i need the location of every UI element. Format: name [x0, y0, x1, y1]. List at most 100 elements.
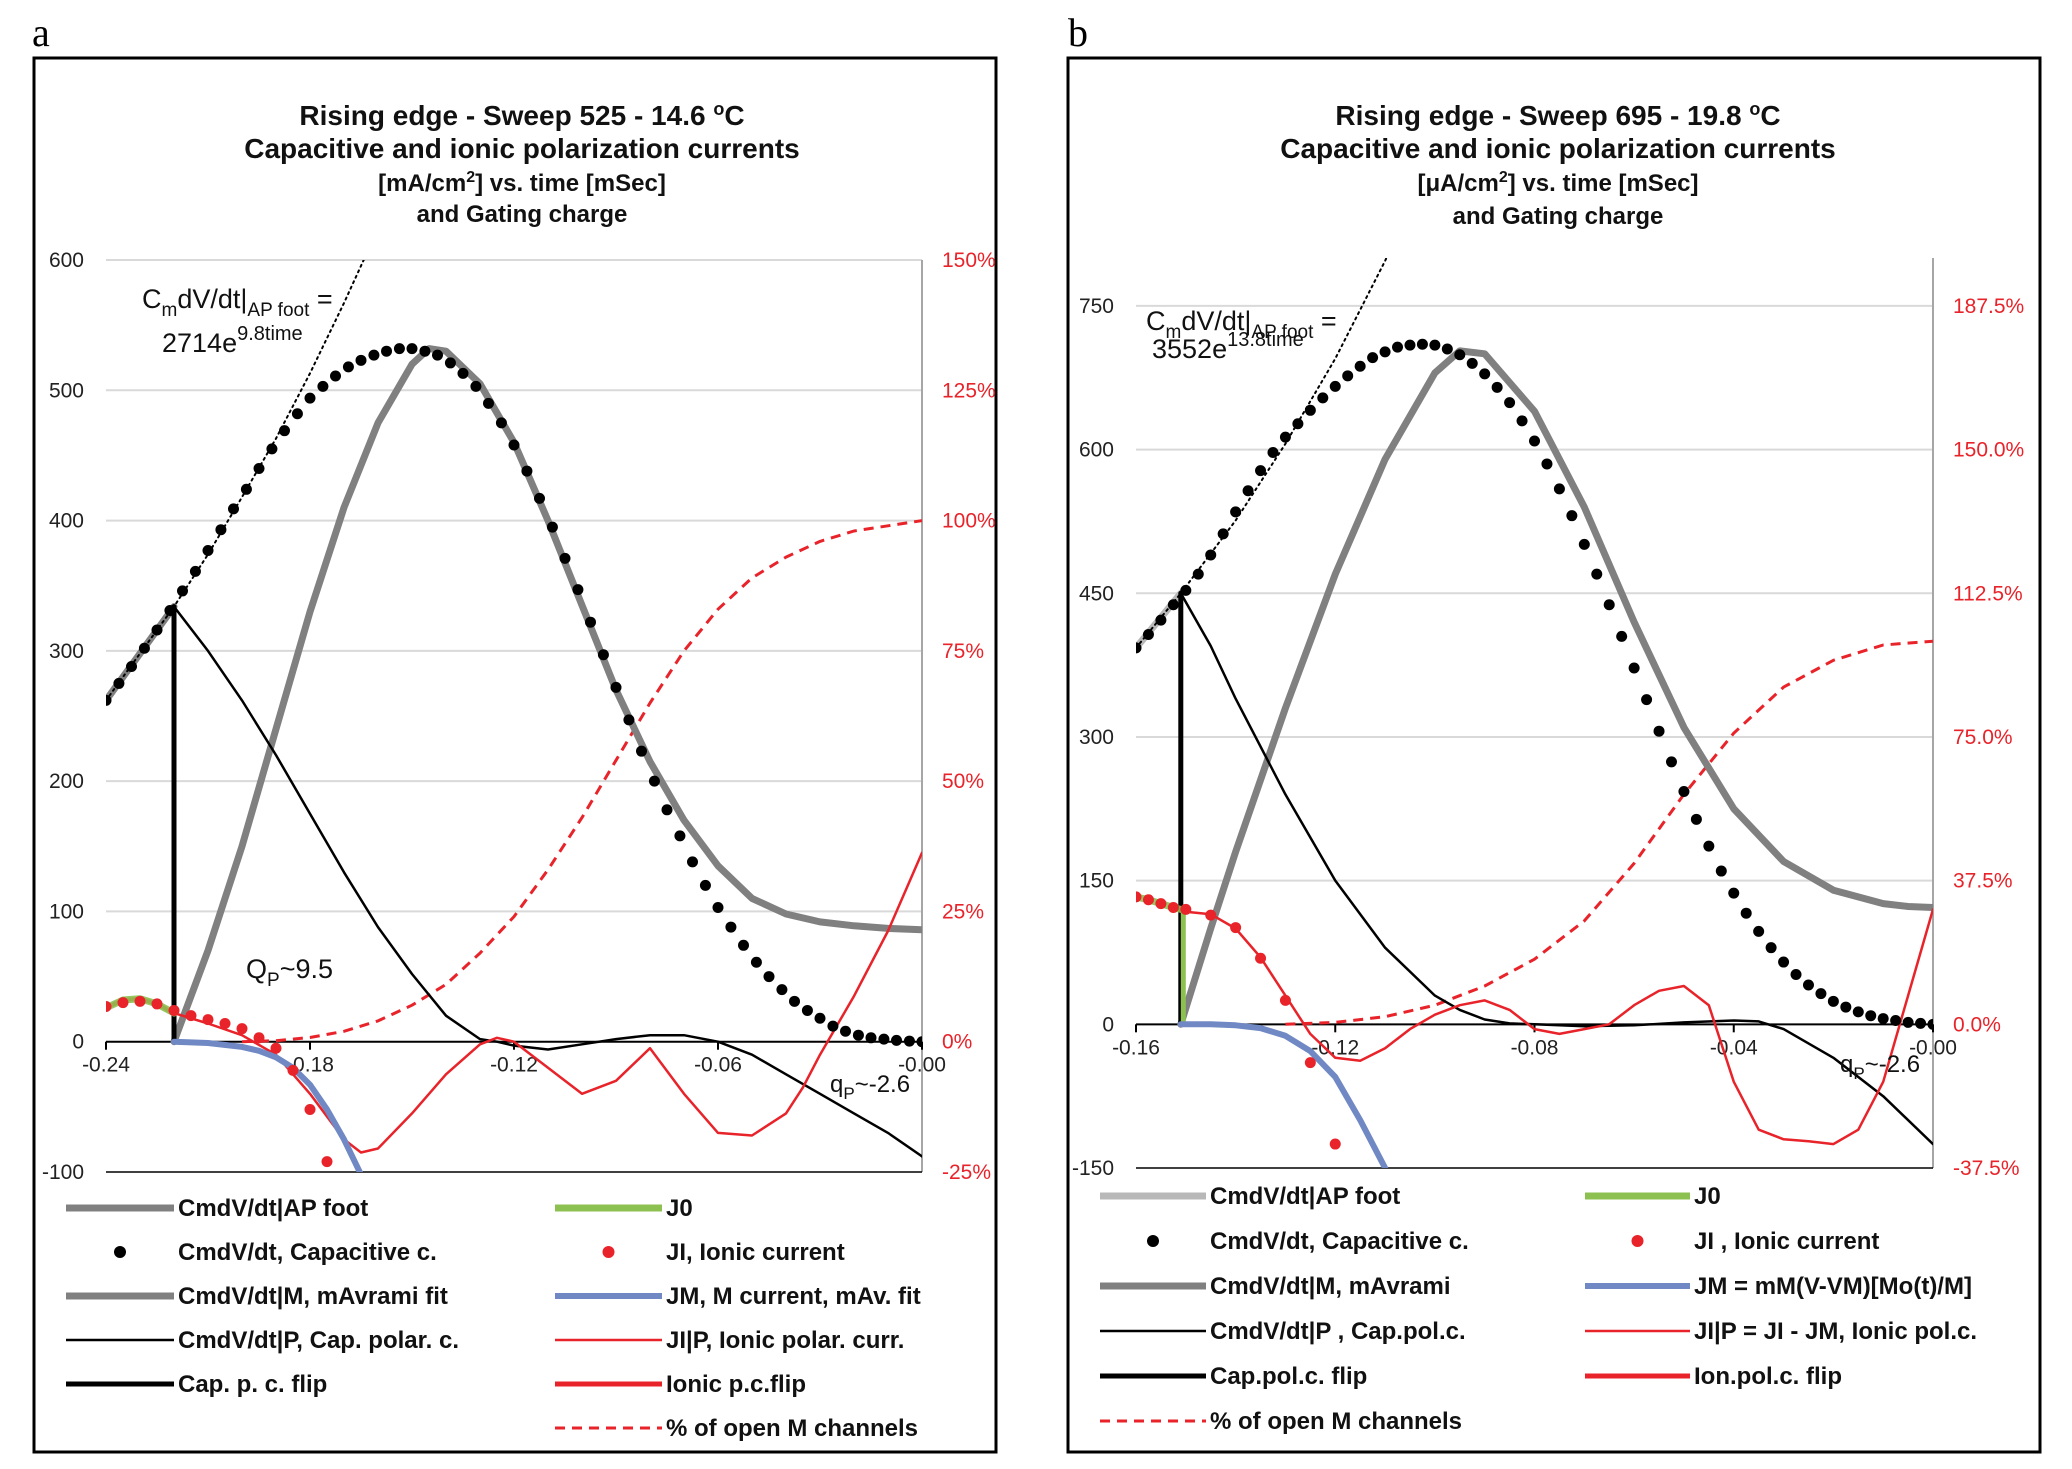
panel-a-title: Rising edge - Sweep 525 - 14.6 oC Capaci…: [244, 99, 799, 228]
series-m-current: [171, 1038, 364, 1172]
capacitive-dot: [521, 465, 533, 477]
capacitive-dot: [674, 830, 686, 842]
fit-b-sub2: AP foot: [1251, 322, 1314, 343]
svg-text:3552e13.8time: 3552e13.8time: [1152, 329, 1304, 364]
title-a-sup: o: [713, 99, 724, 119]
capacitive-dot: [215, 524, 227, 536]
capacitive-dot: [483, 397, 494, 409]
capacitive-dot: [1753, 925, 1765, 937]
capacitive-dot: [1267, 446, 1279, 458]
capacitive-dot: [1342, 370, 1354, 382]
capacitive-dot: [138, 642, 150, 654]
capacitive-dot: [1329, 380, 1341, 392]
capacitive-dot: [1553, 483, 1565, 495]
annotation-b-qp2: qP~-2.6: [1840, 1051, 1920, 1083]
capacitive-dot: [1242, 485, 1254, 497]
series-m-current: [1177, 1021, 1389, 1168]
fit-a-sub2: AP foot: [247, 300, 310, 321]
y2-tick-label: 187.5%: [1953, 295, 2024, 318]
legend-marker: [1147, 1235, 1159, 1247]
capacitive-dot: [840, 1025, 851, 1037]
panel-b-frame: [1066, 56, 2042, 1454]
capacitive-dot: [1205, 549, 1217, 561]
capacitive-dot: [1416, 338, 1428, 350]
fit-a-b: dV/dt|: [177, 284, 247, 314]
capacitive-dot: [789, 995, 800, 1007]
capacitive-dot: [725, 921, 737, 933]
capacitive-dot: [1367, 352, 1379, 364]
legend-marker: [602, 1246, 615, 1258]
capacitive-dot: [1155, 614, 1167, 626]
series-open-channels: [241, 519, 922, 1044]
ionic-dot: [1355, 1210, 1366, 1221]
capacitive-dot: [1728, 887, 1740, 899]
title-a-line2: Capacitive and ionic polarization curren…: [244, 133, 799, 164]
x-tick-label: -0.12: [1311, 1036, 1359, 1059]
ionic-dot: [1180, 903, 1192, 915]
capacitive-dot: [801, 1004, 813, 1016]
capacitive-dot: [317, 380, 329, 392]
capacitive-dot: [597, 649, 609, 661]
capacitive-dot: [1915, 1017, 1927, 1029]
legend-label: CmdV/dt|P, Cap. polar. c.: [178, 1327, 459, 1354]
capacitive-dot: [113, 677, 125, 689]
capacitive-dot: [189, 565, 201, 577]
y2-tick-label: 150%: [942, 249, 996, 272]
capacitive-dot: [151, 624, 163, 636]
qp2-b-val: ~-2.6: [1865, 1051, 1920, 1078]
capacitive-dot: [1304, 404, 1316, 416]
legend-b: CmdV/dt|AP foot J0 CmdV/dt, Capacitive c. J…: [1100, 1183, 1977, 1435]
legend-a: CmdV/dt|AP foot J0 CmdV/dt, Capacitive c. J…: [66, 1195, 921, 1442]
capacitive-dot: [763, 971, 775, 983]
capacitive-dot: [699, 879, 711, 891]
title-a-line3a: [mA/cm: [378, 170, 466, 197]
qp-a-main: Q: [246, 954, 267, 984]
capacitive-dot: [1678, 786, 1690, 798]
capacitive-dot: [1566, 510, 1578, 522]
x-tick-label: -0.06: [694, 1054, 742, 1077]
ionic-dot: [1279, 994, 1291, 1006]
capacitive-dot: [1628, 662, 1640, 674]
capacitive-dot: [776, 984, 788, 996]
title-a-unit: C: [724, 100, 744, 131]
ionic-dot: [1304, 1057, 1316, 1069]
capacitive-dot: [1591, 568, 1603, 580]
legend-label: JI, Ionic current: [666, 1239, 845, 1266]
capacitive-dot: [342, 361, 354, 373]
capacitive-dot: [814, 1012, 826, 1024]
capacitive-dot: [1167, 599, 1179, 611]
capacitive-dot: [1354, 360, 1366, 372]
fit-a-c: C: [142, 284, 162, 314]
capacitive-dot: [1255, 465, 1267, 477]
ionic-dot: [219, 1017, 231, 1029]
capacitive-dot: [534, 492, 545, 504]
ionic-dot: [321, 1156, 333, 1168]
capacitive-dot: [661, 804, 673, 816]
y-tick-label: -100: [42, 1161, 84, 1184]
capacitive-dot: [572, 584, 584, 596]
series-m-fit: [170, 345, 922, 1046]
capacitive-dot: [852, 1029, 864, 1041]
svg-text:qP~-2.6: qP~-2.6: [1840, 1051, 1920, 1083]
capacitive-dot: [546, 521, 558, 533]
capacitive-dot: [291, 408, 303, 420]
fit-a-base: 2714e: [162, 328, 237, 358]
capacitive-dot: [1142, 628, 1154, 640]
series-exp-fit-dotted: [106, 260, 407, 702]
capacitive-dot: [610, 681, 622, 693]
y-tick-label: 0: [1102, 1013, 1114, 1036]
capacitive-dot: [1192, 568, 1204, 580]
x-tick-label: -0.00: [898, 1054, 946, 1077]
plot-a: -0.24 -0.18 -0.12 -0.06 -0.00-10001002003004…: [42, 249, 996, 1184]
capacitive-dot: [1765, 942, 1777, 954]
qp2-b-main: q: [1840, 1051, 1853, 1078]
y2-tick-label: 75.0%: [1953, 726, 2013, 749]
title-a-line3-sup: 2: [466, 169, 475, 186]
capacitive-dot: [1392, 341, 1404, 353]
capacitive-dot: [1504, 397, 1516, 409]
title-a-line3b: ] vs. time [mSec]: [475, 170, 666, 197]
legend-label: CmdV/dt, Capacitive c.: [178, 1239, 437, 1266]
capacitive-dot: [636, 745, 647, 757]
svg-text:[μA/cm2] vs. time [mSec]: [μA/cm2] vs. time [mSec]: [1417, 169, 1698, 197]
title-b-line3b: ] vs. time [mSec]: [1508, 170, 1699, 197]
